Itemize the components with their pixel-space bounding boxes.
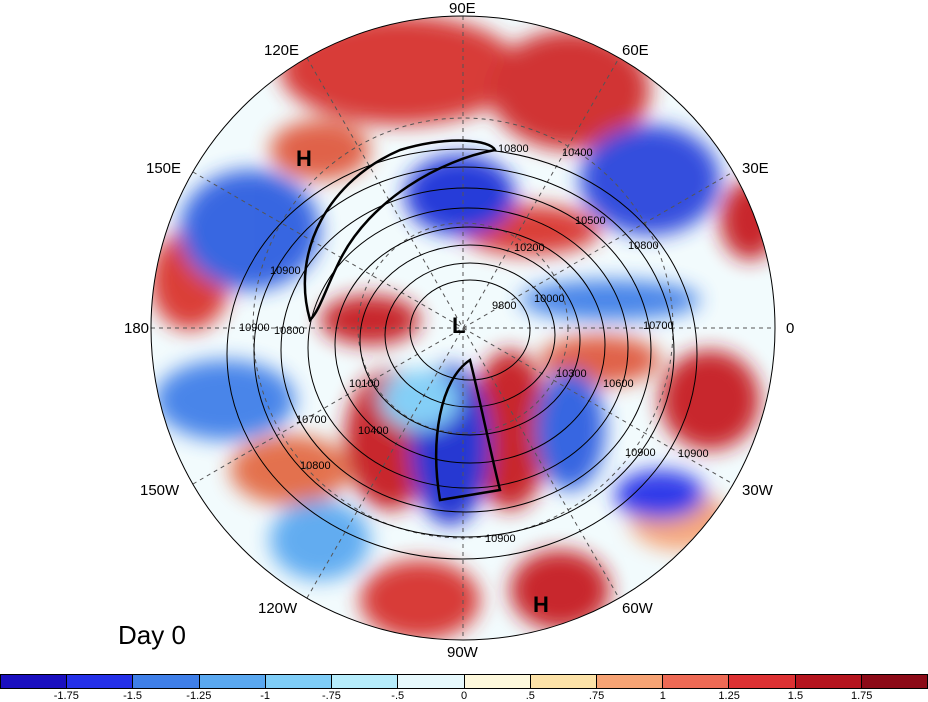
- contour-label: 10500: [575, 215, 606, 227]
- colorbar-swatch: [133, 675, 200, 688]
- colorbar-swatch: [596, 675, 664, 688]
- height-contours: [226, 148, 698, 560]
- contour-label: 10000: [534, 293, 565, 305]
- colorbar-tick-label: 1.5: [787, 690, 804, 702]
- colorbar-tick-label: -1: [260, 690, 271, 702]
- colorbar-tick-label: 1.25: [718, 690, 740, 702]
- lon-label-120e: 120E: [264, 42, 300, 59]
- panel-label: Day 0: [118, 620, 186, 650]
- colorbar-tick-label: .5: [525, 690, 535, 702]
- colorbar-tick-label: -.75: [321, 690, 341, 702]
- contour-label: 10900: [678, 448, 709, 460]
- colorbar-tick-label: 0: [460, 690, 468, 702]
- contour-label: 10900: [270, 265, 301, 277]
- colorbar-swatch: [861, 675, 928, 688]
- lon-label-0: 0: [786, 320, 795, 337]
- colorbar-swatch: [464, 675, 531, 688]
- lon-label-90e: 90E: [449, 0, 476, 17]
- colorbar-swatch: [265, 675, 333, 688]
- contour-label: 10200: [514, 242, 545, 254]
- colorbar-swatch: [398, 675, 465, 688]
- contour-label: 10800: [274, 325, 305, 337]
- lon-label-180: 180: [124, 320, 150, 337]
- colorbar-swatch: [663, 675, 730, 688]
- colorbar-tick-label: -.5: [391, 690, 405, 702]
- colorbar-tick-label: .75: [588, 690, 605, 702]
- lon-label-60e: 60E: [622, 42, 649, 59]
- contour-label: 10700: [296, 414, 327, 426]
- high-pressure-marker-lower: H: [533, 592, 549, 617]
- lon-label-120w: 120W: [258, 600, 298, 617]
- colorbar-tick-label: -1.75: [53, 690, 79, 702]
- contour-label: 10400: [358, 425, 389, 437]
- colorbar-tick-label: -1.5: [123, 690, 143, 702]
- contour-label: 10400: [562, 147, 593, 159]
- contour-label: 10300: [556, 368, 587, 380]
- colorbar-swatch: [729, 675, 796, 688]
- colorbar-swatch: [530, 675, 597, 688]
- colorbar-swatch: [795, 675, 862, 688]
- bold-contours: [303, 139, 502, 502]
- lon-label-30w: 30W: [742, 482, 773, 499]
- shaded-anomaly-field: [151, 16, 775, 640]
- contour-label: 10800: [300, 460, 331, 472]
- lon-label-150e: 150E: [146, 160, 182, 177]
- contour-label: 10800: [498, 143, 529, 155]
- colorbar-swatch: [67, 675, 134, 688]
- colorbar-swatch: [332, 675, 399, 688]
- lon-label-30e: 30E: [742, 160, 769, 177]
- low-pressure-marker: L: [452, 313, 466, 338]
- colorbar-tick-label: 1.75: [850, 690, 873, 702]
- contour-label: 10100: [349, 378, 380, 390]
- colorbar-swatch: [1, 675, 68, 688]
- contour-label: 10600: [603, 378, 634, 390]
- contour-label: 10900: [239, 322, 270, 334]
- graticule: [151, 16, 775, 640]
- contour-label: 9800: [492, 300, 517, 312]
- contour-label: 10700: [643, 320, 674, 332]
- lon-label-60w: 60W: [622, 600, 653, 617]
- polar-map: [150, 15, 776, 641]
- contour-label: 10900: [485, 533, 516, 545]
- colorbar: [0, 674, 928, 689]
- colorbar-tick-label: -1.25: [186, 690, 212, 702]
- contour-label: 10800: [628, 240, 659, 252]
- colorbar-tick-label: 1: [659, 690, 666, 702]
- contour-label: 10900: [625, 447, 656, 459]
- colorbar-swatch: [199, 675, 266, 688]
- lon-label-90w: 90W: [447, 644, 478, 661]
- lon-label-150w: 150W: [140, 482, 180, 499]
- map-boundary: [150, 15, 776, 641]
- high-pressure-marker-upper: H: [296, 146, 312, 171]
